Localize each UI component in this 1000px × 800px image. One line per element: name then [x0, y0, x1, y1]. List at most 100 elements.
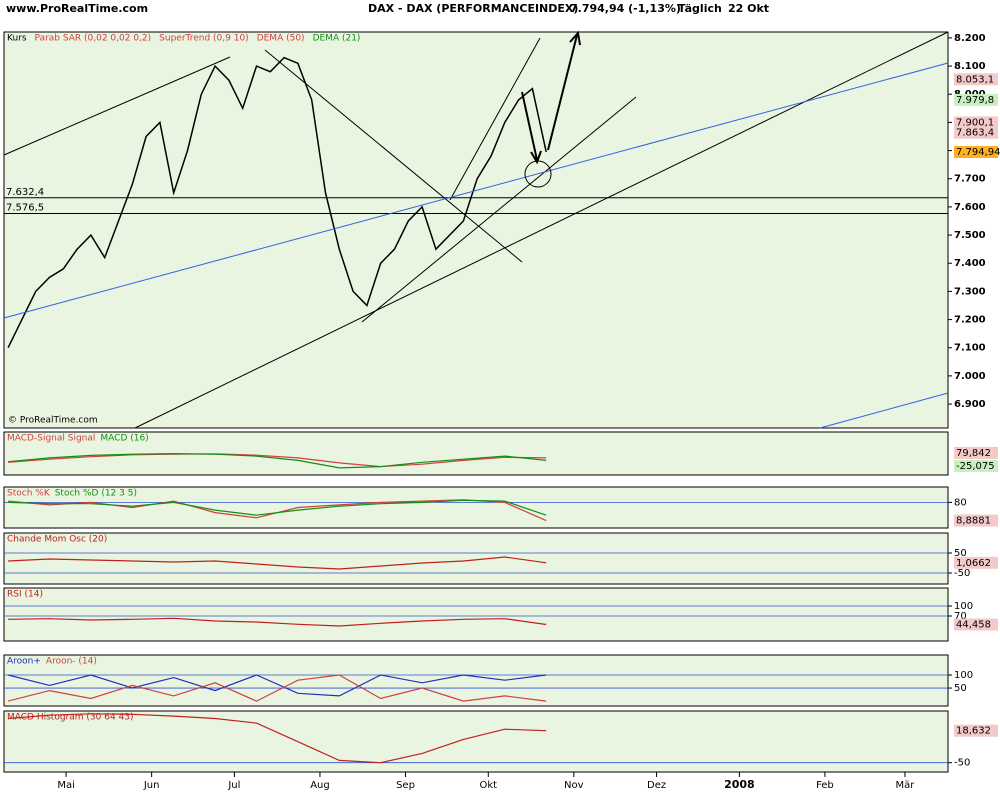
- period: Täglich: [678, 2, 722, 15]
- value-label: 8,8881: [956, 516, 991, 527]
- y-tick-label: 100: [954, 601, 973, 612]
- value-label: 7.794,94: [956, 147, 1000, 158]
- level-label: 7.576,5: [6, 203, 44, 214]
- legend-entry: Aroon+: [7, 657, 41, 667]
- y-tick-label: 7.600: [954, 202, 986, 213]
- value-label: -25,075: [956, 461, 995, 472]
- site-name: www.ProRealTime.com: [6, 2, 148, 15]
- trend-line: [3, 62, 949, 319]
- panel-bg: [3, 532, 949, 585]
- instrument: DAX - DAX (PERFORMANCEINDEX): [368, 2, 578, 15]
- arrow: [547, 30, 581, 151]
- value-label-box: [954, 116, 998, 129]
- x-tick-label: Feb: [816, 780, 834, 791]
- panel-bg: [3, 31, 949, 429]
- x-tick-label: Jun: [143, 780, 160, 791]
- legend-entry: RSI (14): [7, 590, 43, 600]
- value-label-box: [954, 145, 998, 158]
- value-label-box: [954, 73, 998, 86]
- y-tick-label: 7.700: [954, 174, 986, 185]
- y-tick-label: 8.100: [954, 61, 986, 72]
- y-tick-label: 50: [954, 683, 967, 694]
- trend-line: [819, 392, 949, 429]
- y-tick-label: 7.400: [954, 258, 986, 269]
- value-label: 7.900,1: [956, 117, 994, 128]
- legend-entry: SuperTrend (0,9 10): [159, 34, 249, 44]
- panel-bg: [3, 654, 949, 707]
- value-label-box: [954, 93, 998, 106]
- x-tick-label: 2008: [724, 778, 755, 791]
- trend-line: [3, 56, 231, 156]
- value-label: 18,632: [956, 726, 991, 737]
- x-tick-label: Aug: [310, 780, 330, 791]
- watermark: © ProRealTime.com: [8, 416, 98, 426]
- series-line: [8, 499, 547, 516]
- legend-entry: Parab SAR (0,02 0,02 0,2): [35, 34, 152, 44]
- trend-lines: [3, 30, 949, 429]
- date: 22 Okt: [728, 2, 769, 15]
- arrow: [521, 91, 542, 165]
- y-tick-label: -50: [954, 568, 970, 579]
- legend-entry: Aroon- (14): [46, 657, 97, 667]
- y-tick-label: 100: [954, 670, 973, 681]
- panel-bg: [3, 587, 949, 642]
- value-label-box: [954, 618, 998, 631]
- x-tick-label: Dez: [647, 780, 666, 791]
- x-tick-label: Nov: [564, 780, 584, 791]
- value-label: 7.863,4: [956, 128, 994, 139]
- panels: 8.2008.1008.0007.9007.8007.7007.6007.500…: [3, 31, 1000, 791]
- value-label-box: [954, 514, 998, 527]
- trend-line: [134, 31, 949, 429]
- series-line: [8, 453, 547, 468]
- trend-line: [449, 37, 541, 201]
- series-line: [7, 56, 547, 349]
- value-label: 8.053,1: [956, 74, 994, 85]
- y-tick-label: 7.300: [954, 286, 986, 297]
- y-tick-label: 7.500: [954, 230, 986, 241]
- x-tick-label: Sep: [396, 780, 415, 791]
- legend-entry: Stoch %K: [7, 489, 51, 499]
- trend-line: [264, 49, 523, 263]
- series-line: [7, 674, 547, 697]
- value-label-box: [954, 724, 998, 737]
- value-label-box: [954, 556, 998, 569]
- y-tick-label: 6.900: [954, 399, 986, 410]
- value-label-box: [954, 126, 998, 139]
- y-tick-label: 7.000: [954, 371, 986, 382]
- value-label: 79,842: [956, 448, 991, 459]
- value-label-box: [954, 446, 998, 459]
- value-label: 44,458: [956, 620, 991, 631]
- y-tick-label: -50: [954, 758, 970, 769]
- legend-entry: MACD Histogram (30 64 43): [7, 713, 134, 723]
- x-tick-label: Jul: [227, 780, 240, 791]
- panel-bg: [3, 710, 949, 773]
- y-tick-label: 7.100: [954, 343, 986, 354]
- y-tick-label: 80: [954, 497, 967, 508]
- trend-line: [361, 96, 637, 323]
- series-line: [8, 713, 547, 764]
- legend-entry: Stoch %D (12 3 5): [55, 489, 137, 499]
- x-tick-label: Mär: [896, 780, 916, 791]
- series-line: [8, 617, 547, 627]
- series-line: [8, 452, 547, 469]
- legend-entry: Chande Mom Osc (20): [7, 535, 107, 545]
- level-label: 7.632,4: [6, 187, 44, 198]
- legend-entry: MACD-Signal Signal: [7, 434, 95, 444]
- value-label: 7.979,8: [956, 95, 994, 106]
- legend-entry: DEMA (50): [257, 34, 305, 44]
- value-label-box: [954, 460, 998, 473]
- series-line: [7, 674, 547, 702]
- quote: 7.794,94 (-1,13%): [570, 2, 681, 15]
- y-tick-label: 7.200: [954, 315, 986, 326]
- y-tick-label: 8.200: [954, 33, 986, 44]
- y-tick-label: 50: [954, 548, 967, 559]
- x-tick-label: Okt: [479, 780, 497, 791]
- series-line: [8, 556, 547, 570]
- panel-bg: [3, 486, 949, 529]
- value-label: 1,0662: [956, 558, 991, 569]
- y-tick-label: 70: [954, 611, 967, 622]
- legend-entry: DEMA (21): [313, 34, 361, 44]
- x-tick-label: Mai: [57, 780, 75, 791]
- panel-title: Kurs: [7, 34, 27, 44]
